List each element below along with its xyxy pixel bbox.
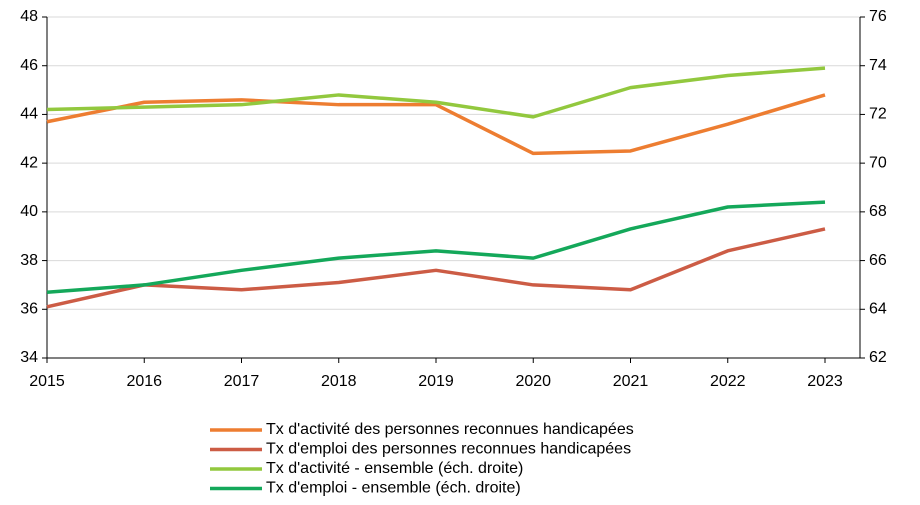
y2-tick-label: 72 [869,106,887,123]
y-tick-label: 34 [20,349,38,366]
y-tick-label: 38 [20,252,38,269]
series-line [46,93,826,156]
x-tick-label: 2019 [418,373,454,390]
legend-label: Tx d'emploi des personnes reconnues hand… [266,441,631,458]
y-tick-label: 48 [20,8,38,25]
y-tick-label: 42 [20,154,38,171]
y2-tick-label: 62 [869,349,887,366]
legend-label: Tx d'emploi - ensemble (éch. droite) [266,480,521,497]
x-tick-label: 2021 [613,373,649,390]
legend-label: Tx d'activité des personnes reconnues ha… [266,421,634,438]
y2-tick-label: 76 [869,8,887,25]
y2-tick-label: 64 [869,301,887,318]
y2-tick-label: 66 [869,252,887,269]
y-tick-label: 36 [20,301,38,318]
y-tick-label: 44 [20,106,38,123]
x-tick-label: 2017 [224,373,260,390]
x-tick-label: 2018 [321,373,357,390]
series-line [46,66,826,119]
legend-label: Tx d'activité - ensemble (éch. droite) [266,460,523,477]
x-tick-label: 2023 [807,373,843,390]
y2-tick-label: 74 [869,57,887,74]
y2-tick-label: 68 [869,203,887,220]
series-line [46,200,826,294]
y-tick-label: 40 [20,203,38,220]
series-line [46,227,826,309]
x-tick-label: 2020 [515,373,551,390]
y2-tick-label: 70 [869,154,887,171]
x-tick-label: 2022 [710,373,746,390]
x-tick-label: 2015 [29,373,65,390]
y-tick-label: 46 [20,57,38,74]
x-tick-label: 2016 [126,373,162,390]
